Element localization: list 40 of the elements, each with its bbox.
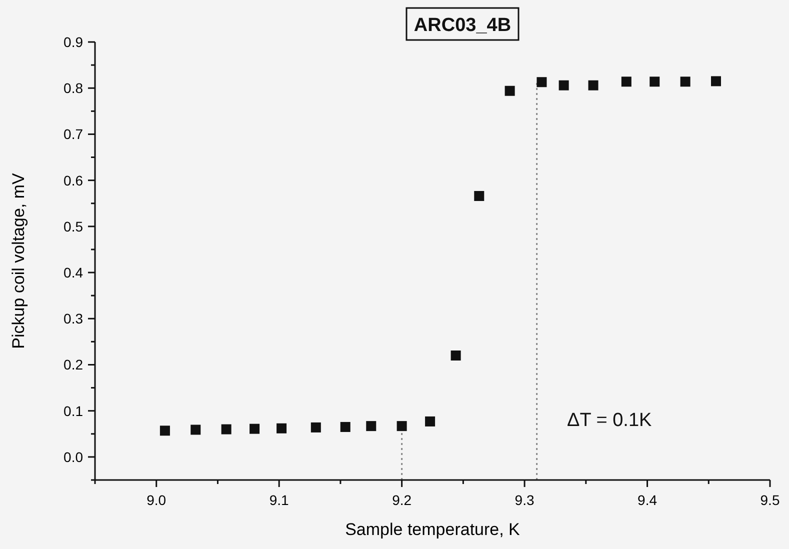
x-tick-label: 9.5 <box>760 492 780 508</box>
point <box>650 76 660 87</box>
x-tick-label: 9.0 <box>146 492 166 508</box>
point <box>340 422 350 432</box>
point <box>558 80 569 90</box>
y-tick-label: 0.9 <box>64 34 84 50</box>
point <box>190 424 201 435</box>
point <box>621 76 632 87</box>
x-tick-label: 9.2 <box>392 492 412 508</box>
x-axis-title: Sample temperature, K <box>345 520 521 539</box>
point <box>366 421 376 432</box>
annotation: ΔT = 0.1K <box>567 410 652 431</box>
point <box>504 86 515 96</box>
point <box>588 80 598 90</box>
y-tick-label: 0.7 <box>64 126 84 142</box>
x-tick-label: 9.4 <box>638 492 658 508</box>
chart-title: ARC03_4B <box>414 15 512 36</box>
point <box>474 190 484 201</box>
point <box>221 424 232 434</box>
point <box>450 350 461 361</box>
point <box>680 76 690 87</box>
y-tick-label: 0.0 <box>64 448 84 465</box>
point <box>711 76 721 86</box>
x-tick-label: 9.1 <box>269 492 290 508</box>
y-tick-label: 0.2 <box>64 356 84 373</box>
point <box>536 77 547 88</box>
point <box>396 421 407 432</box>
y-tick-label: 0.3 <box>64 310 84 327</box>
point <box>276 423 287 434</box>
y-tick-label: 0.8 <box>64 80 84 96</box>
x-tick-label: 9.3 <box>514 492 534 508</box>
y-tick-label: 0.4 <box>64 264 84 281</box>
point <box>425 416 436 426</box>
y-tick-label: 0.5 <box>64 218 84 234</box>
point <box>310 422 321 432</box>
point <box>160 426 170 436</box>
y-axis-title: Pickup coil voltage, mV <box>9 172 28 349</box>
y-tick-label: 0.1 <box>64 402 84 419</box>
y-tick-label: 0.6 <box>64 172 84 188</box>
point <box>250 424 260 434</box>
